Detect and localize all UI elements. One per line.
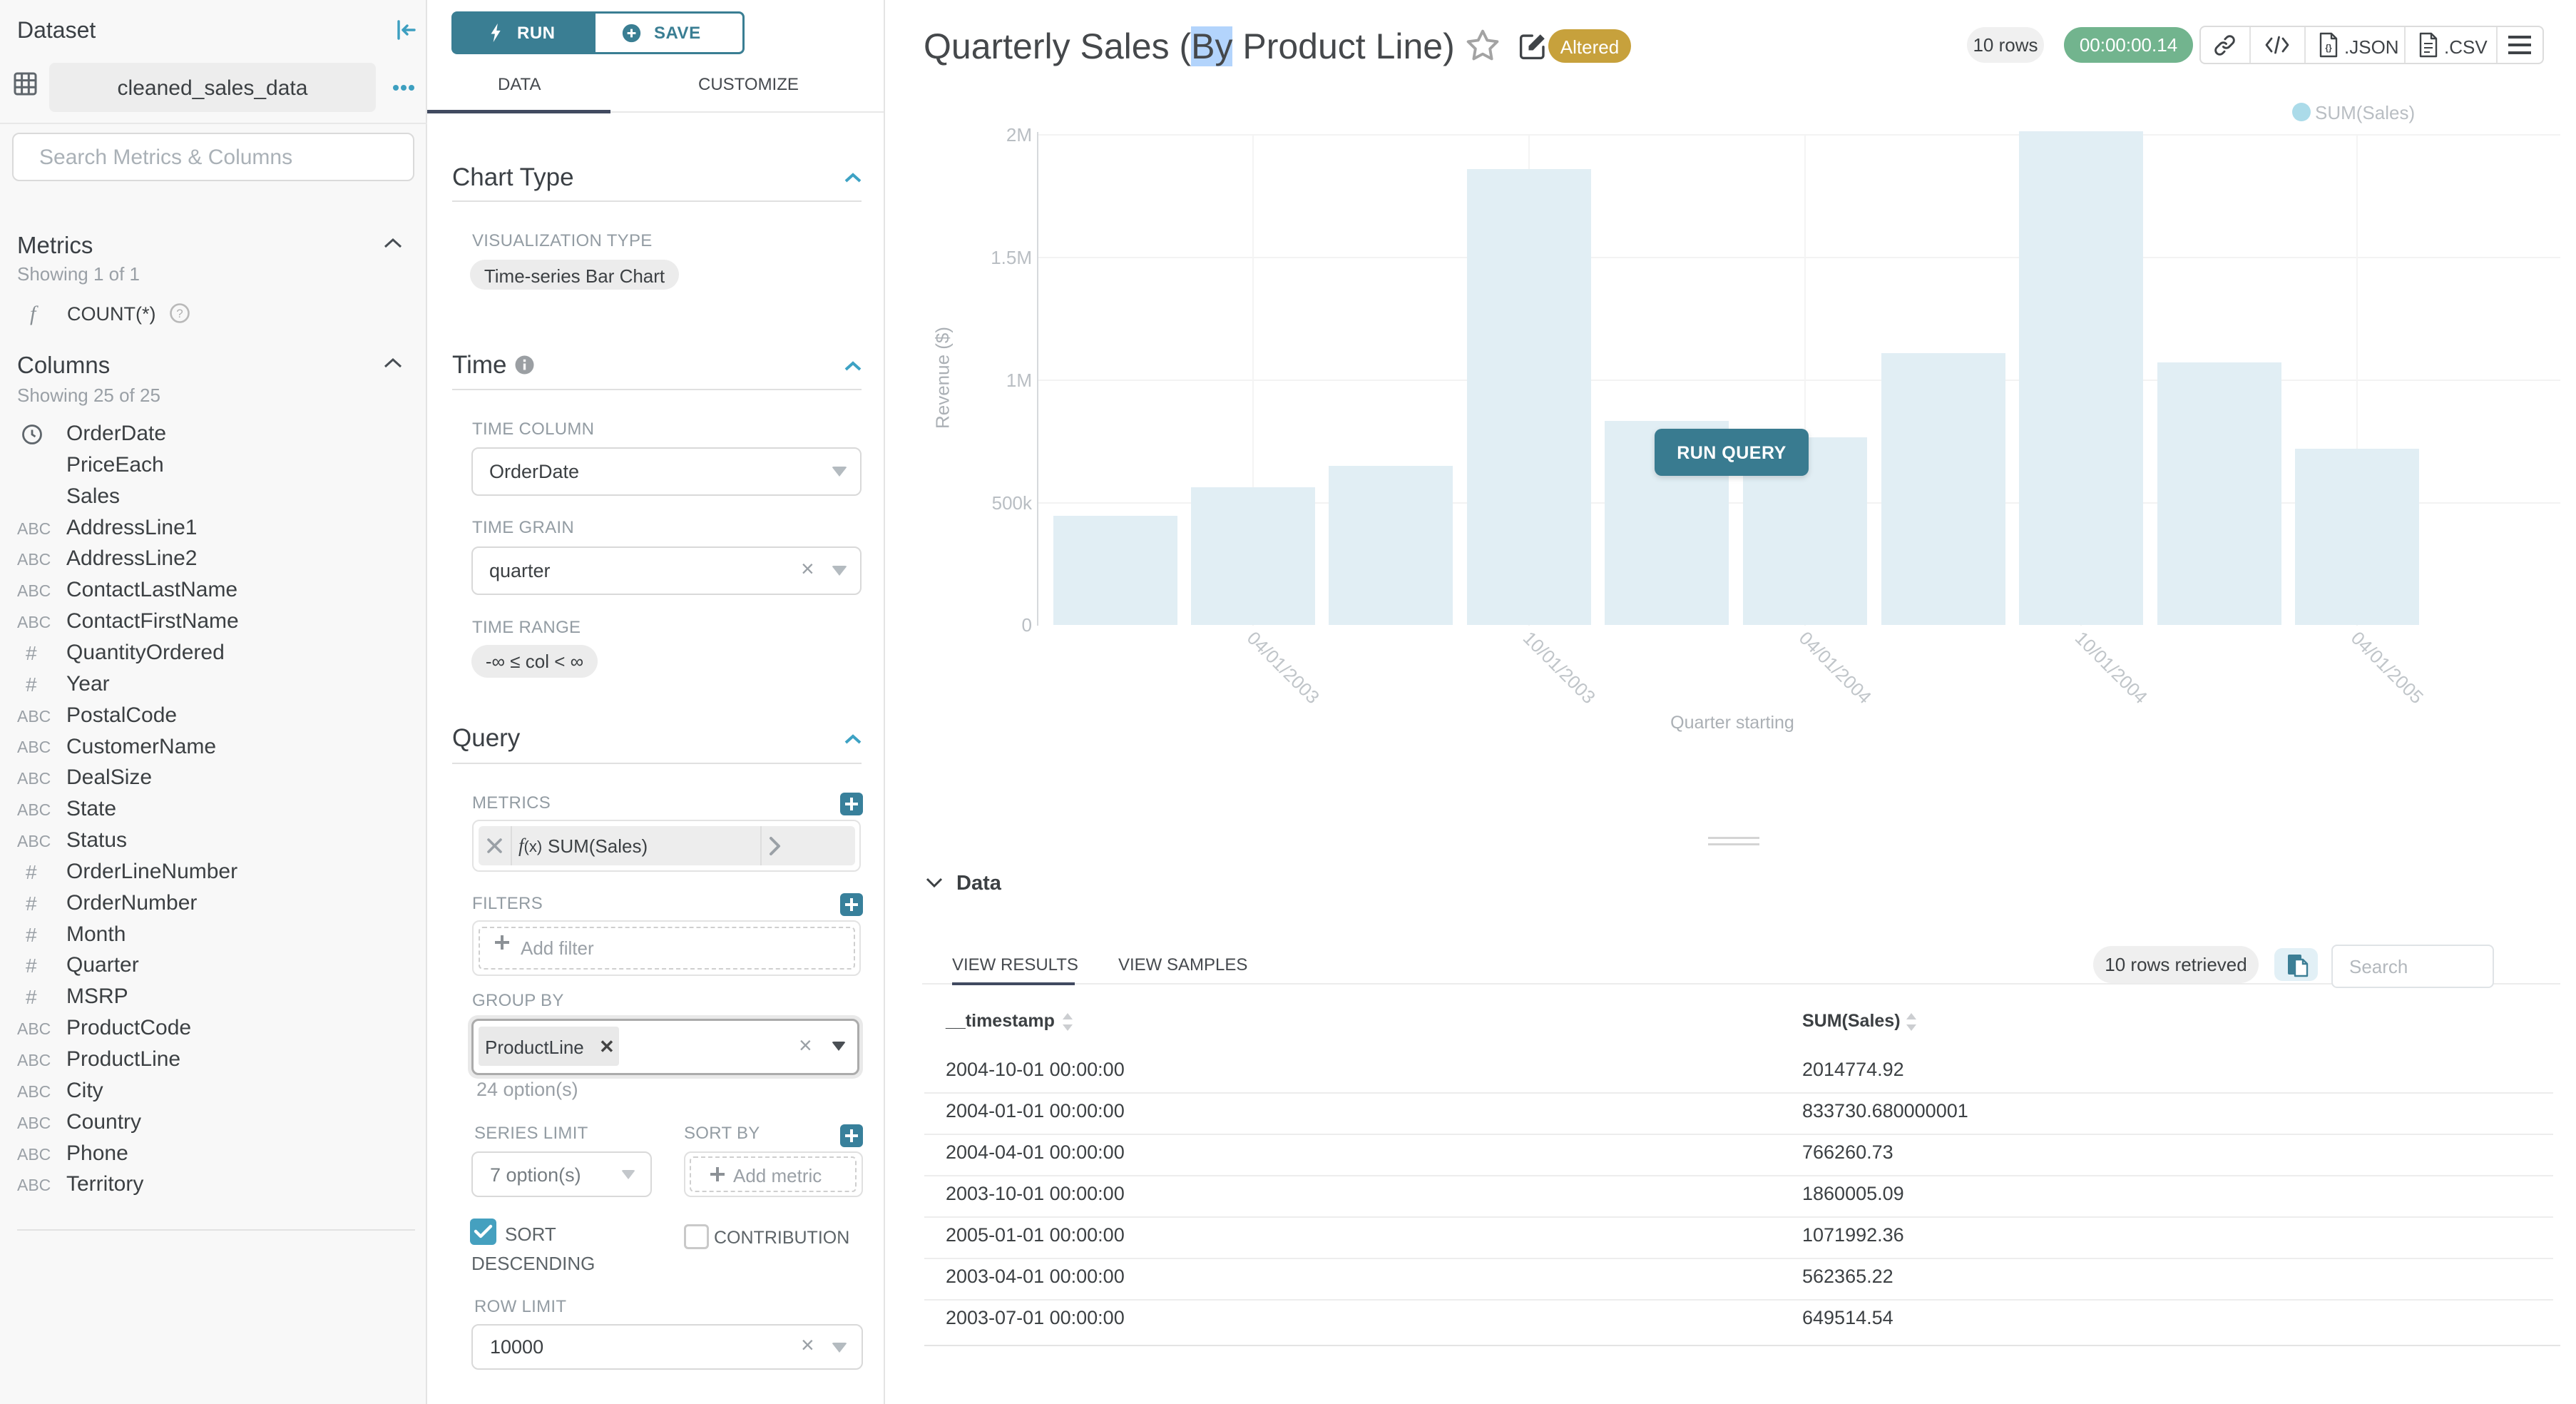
svg-text:{}: {} — [2325, 43, 2332, 53]
svg-text:?: ? — [176, 307, 183, 320]
